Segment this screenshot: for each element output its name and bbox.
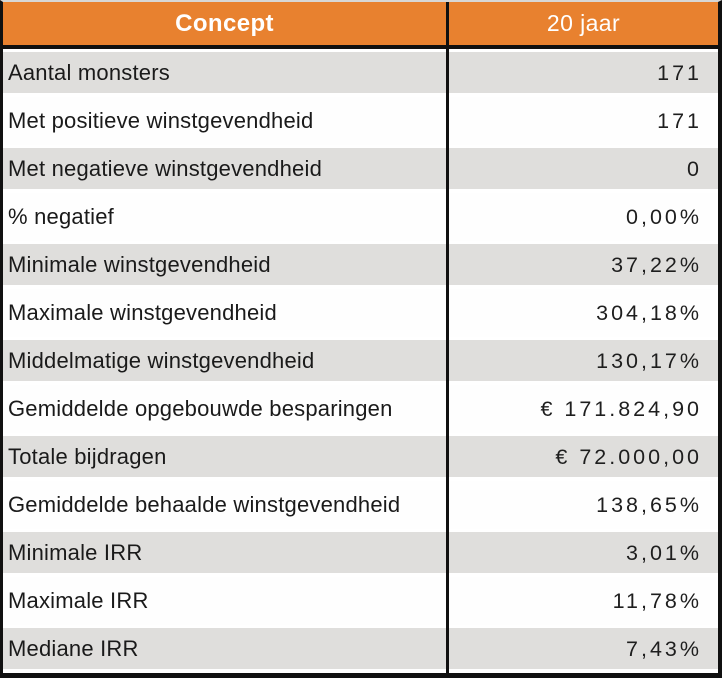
- row-value: 0,00%: [446, 193, 718, 241]
- table-row: Maximale winstgevendheid 304,18%: [3, 289, 718, 337]
- row-label: Totale bijdragen: [8, 444, 167, 469]
- row-label: Mediane IRR: [8, 636, 139, 661]
- row-label: Aantal monsters: [8, 60, 170, 85]
- row-label: Met negatieve winstgevendheid: [8, 156, 323, 181]
- table-row: Totale bijdragen € 72.000,00: [3, 433, 718, 481]
- row-label: Minimale IRR: [8, 540, 143, 565]
- row-label: Maximale winstgevendheid: [8, 300, 277, 325]
- table-row: Mediane IRR 7,43%: [3, 625, 718, 673]
- table-row: Gemiddelde opgebouwde besparingen € 171.…: [3, 385, 718, 433]
- table-row: Minimale winstgevendheid 37,22%: [3, 241, 718, 289]
- row-value: 138,65%: [446, 481, 718, 529]
- row-value: 3,01%: [446, 529, 718, 577]
- row-value: 171: [446, 49, 718, 97]
- row-label: Middelmatige winstgevendheid: [8, 348, 315, 373]
- table-header-row: Concept 20 jaar: [3, 2, 718, 49]
- table-row: Aantal monsters 171: [3, 49, 718, 97]
- row-label: Minimale winstgevendheid: [8, 252, 271, 277]
- row-value: € 171.824,90: [446, 385, 718, 433]
- row-label: Met positieve winstgevendheid: [8, 108, 314, 133]
- row-label: % negatief: [8, 204, 114, 229]
- table-body: Aantal monsters 171 Met positieve winstg…: [3, 49, 718, 673]
- row-label: Gemiddelde behaalde winstgevendheid: [8, 492, 401, 517]
- table-row: Minimale IRR 3,01%: [3, 529, 718, 577]
- row-value: € 72.000,00: [446, 433, 718, 481]
- row-value: 171: [446, 97, 718, 145]
- table-row: Maximale IRR 11,78%: [3, 577, 718, 625]
- table-row: % negatief 0,00%: [3, 193, 718, 241]
- row-value: 0: [446, 145, 718, 193]
- row-value: 304,18%: [446, 289, 718, 337]
- table-row: Gemiddelde behaalde winstgevendheid 138,…: [3, 481, 718, 529]
- period-header-cell: 20 jaar: [446, 2, 718, 45]
- table-row: Met positieve winstgevendheid 171: [3, 97, 718, 145]
- row-value: 130,17%: [446, 337, 718, 385]
- row-value: 7,43%: [446, 625, 718, 673]
- concept-header-cell: Concept: [175, 9, 274, 37]
- table-row: Middelmatige winstgevendheid 130,17%: [3, 337, 718, 385]
- row-label: Maximale IRR: [8, 588, 149, 613]
- row-value: 11,78%: [446, 577, 718, 625]
- row-value: 37,22%: [446, 241, 718, 289]
- table-row: Met negatieve winstgevendheid 0: [3, 145, 718, 193]
- row-label: Gemiddelde opgebouwde besparingen: [8, 396, 393, 421]
